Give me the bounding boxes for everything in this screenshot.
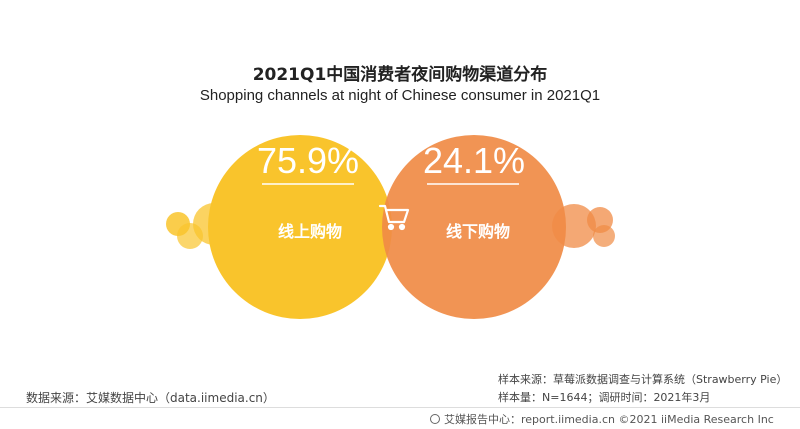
footer-divider: [0, 407, 800, 408]
chart-title-en: Shopping channels at night of Chinese co…: [199, 87, 601, 104]
chart-title-cn: 2021Q1中国消费者夜间购物渠道分布: [252, 65, 548, 85]
value-label-online: 75.9%: [257, 140, 359, 181]
data-source: 数据来源：艾媒数据中心（data.iimedia.cn）: [26, 391, 275, 405]
segment-offline: [382, 135, 566, 319]
sample-size: 样本量：N=1644；调研时间：2021年3月: [498, 391, 711, 404]
sample-source: 样本来源：草莓派数据调查与计算系统（Strawberry Pie）: [498, 373, 788, 386]
iimedia-logo-icon: [430, 414, 440, 424]
category-label-offline: 线下购物: [446, 222, 510, 241]
footer: 艾媒报告中心：report.iimedia.cn ©2021 iiMedia R…: [430, 411, 774, 427]
value-label-offline: 24.1%: [423, 140, 525, 181]
sample-info: 样本来源：草莓派数据调查与计算系统（Strawberry Pie） 样本量：N=…: [498, 371, 787, 407]
footer-text: 艾媒报告中心：report.iimedia.cn ©2021 iiMedia R…: [444, 413, 774, 426]
shopping-cart-icon: [378, 204, 410, 231]
category-label-online: 线上购物: [278, 222, 342, 241]
segment-online: [208, 135, 392, 319]
